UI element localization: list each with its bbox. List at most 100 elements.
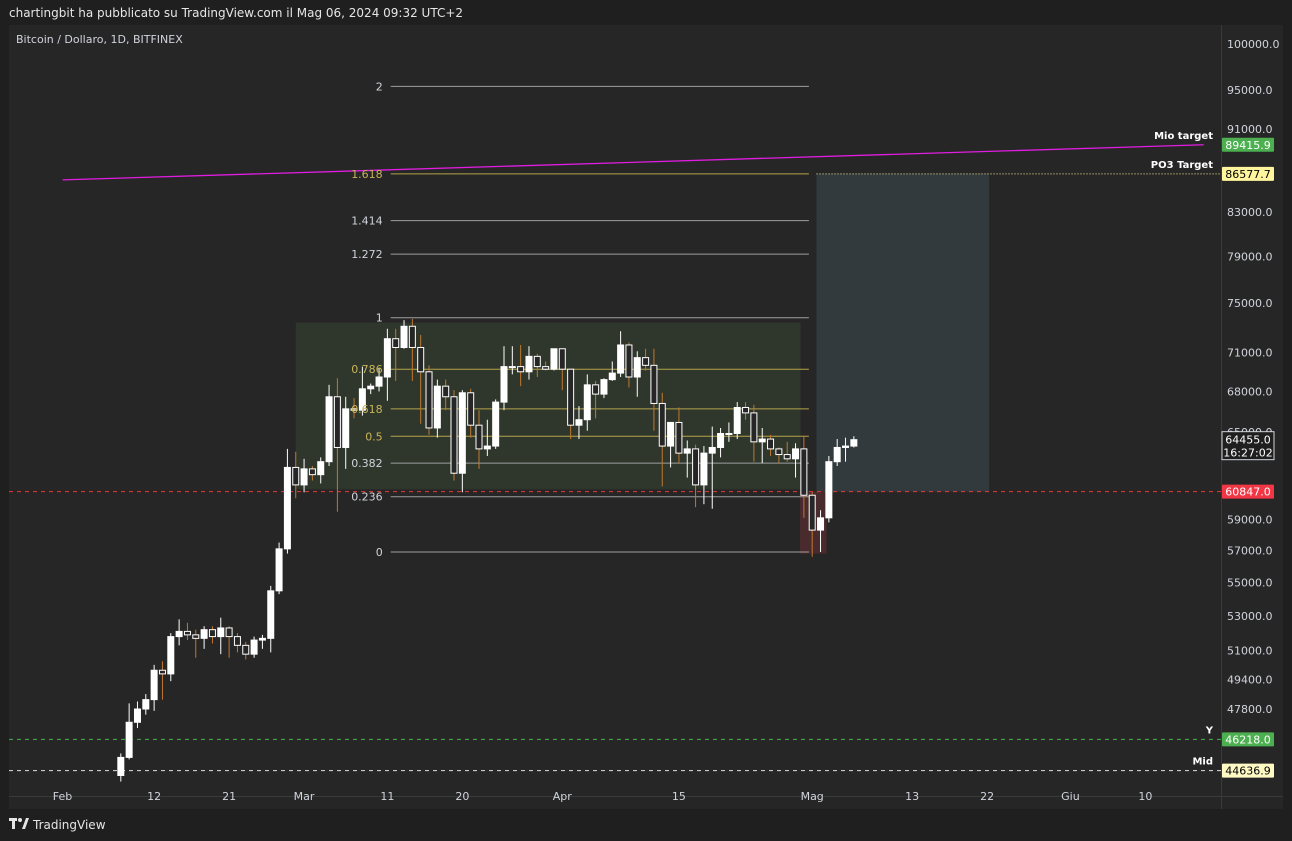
candle-body [183,630,191,636]
candle-body [525,355,533,373]
candle-body [600,379,608,395]
time-axis-tick: 11 [380,790,394,803]
candle-body [625,344,633,378]
candle-body [367,385,375,390]
candle-body [667,421,675,447]
candle-body [542,366,550,370]
candle-body [233,636,241,646]
candle-body [575,419,583,426]
candle-body [417,346,425,373]
candle-body [833,446,841,463]
candle-body [175,630,183,638]
fib-level-label: 1.618 [351,168,383,181]
candle-body [275,548,283,592]
candle-body [133,708,141,723]
price-level-badge: 60847.0 [1225,486,1271,499]
price-axis-tick: 47800.0 [1227,703,1273,716]
price-axis-tick: 68000.0 [1227,385,1273,398]
candle-body [317,461,325,476]
fib-level-label: 0.5 [365,430,383,443]
candle-body [300,468,308,486]
time-axis-tick: 12 [147,790,161,803]
trendline [62,144,1204,181]
candle-body [208,629,216,638]
publish-header: chartingbit ha pubblicato su TradingView… [0,0,1292,24]
time-axis-tick: 22 [980,790,994,803]
candle-body [750,412,758,443]
price-level-label: Mid [1192,757,1213,768]
price-axis-tick: 83000.0 [1227,206,1273,219]
price-axis-tick: 75000.0 [1227,297,1273,310]
price-level-badge-bg [1222,166,1274,181]
time-axis-tick: Feb [53,790,72,803]
price-axis-tick: 53000.0 [1227,610,1273,623]
candle-body [583,384,591,421]
candle-body [308,468,316,476]
candle-body [800,448,808,496]
chart-title: Bitcoin / Dollaro, 1D, BITFINEX [16,33,183,46]
price-level-badge-bg [1222,732,1274,747]
candle-body [692,448,700,486]
time-axis-tick: Mar [294,790,315,803]
time-axis-tick: 21 [222,790,236,803]
candle-body [258,637,266,641]
target-zone-box [816,173,990,492]
candle-body [325,396,333,463]
bitcoin-chart[interactable]: 2 1.618 1.414 1.272 1 0.786 0.618 0.5 0.382 0.236… [9,25,1283,809]
plot-area [9,85,1221,782]
candle-body [700,452,708,486]
time-axis-tick: 20 [455,790,469,803]
candle-body [425,371,433,429]
time-axis-tick: 15 [672,790,686,803]
fib-level-label: 0.618 [351,403,383,416]
time-axis-tick: Mag [801,790,824,803]
candle-body [817,517,825,531]
candle-body [333,396,341,448]
current-price-badge-bg [1221,431,1275,461]
fib-level-label: 0.786 [351,363,383,376]
candle-body [475,424,483,450]
candle-body [592,384,600,395]
fib-level-label: 2 [376,80,383,93]
candle-body [400,325,408,348]
time-axis-tick: Apr [553,790,573,803]
price-axis-tick: 79000.0 [1227,250,1273,263]
candle-body [225,627,233,638]
price-axis-tick: 71000.0 [1227,347,1273,360]
candle-body [217,627,225,638]
candle-body [783,454,791,460]
price-axis-tick: 49400.0 [1227,673,1273,686]
price-level-badge-bg [1222,763,1274,778]
fib-level-label: 1 [376,312,383,325]
candle-body [492,401,500,447]
candle-body [242,644,250,655]
time-axis-tick: 10 [1138,790,1152,803]
candle-body [483,445,491,450]
footer-brand: TradingView [9,814,106,836]
candle-body [608,372,616,381]
price-level-label: Y [1205,725,1214,736]
candle-body [150,669,158,701]
candle-body [392,338,400,348]
candle-body [267,590,275,639]
price-level-badge: 86577.7 [1225,168,1271,181]
fib-level-label: 0 [376,546,383,559]
candle-body [808,494,816,531]
candle-body [342,408,350,448]
candle-body [792,448,800,460]
candle-body [567,368,575,426]
range-box [295,322,801,490]
fib-level-label: 1.414 [351,215,383,228]
price-axis-tick: 95000.0 [1227,84,1273,97]
trendline-label: Mio target [1154,131,1213,142]
candle-body [458,392,466,474]
candle-body [717,432,725,448]
candle-body [642,357,650,366]
candle-body [283,466,291,550]
price-axis-tick: 59000.0 [1227,513,1273,526]
price-level-label: PO3 Target [1151,160,1213,171]
candle-body [758,438,766,443]
candle-body [292,466,300,486]
candle-body [158,669,166,675]
candle-body [767,438,775,450]
